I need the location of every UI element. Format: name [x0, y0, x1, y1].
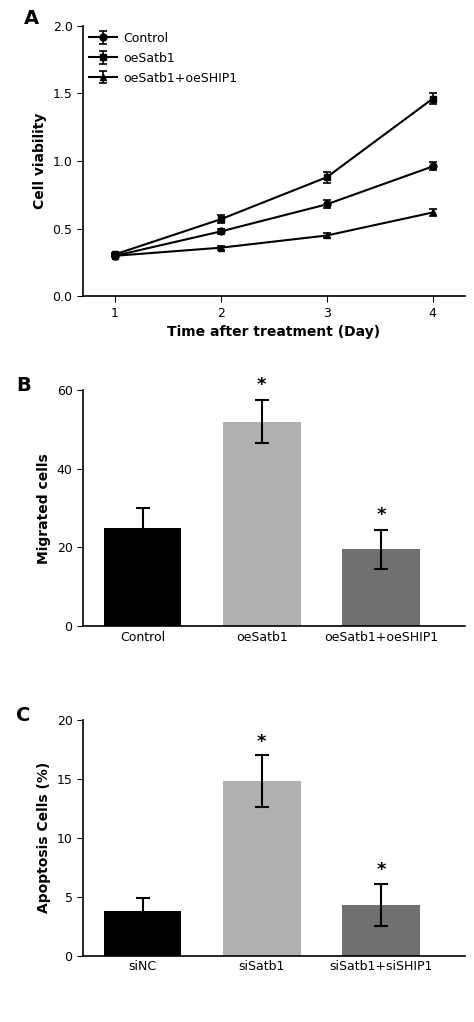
Text: *: *: [376, 861, 386, 879]
Bar: [104, 911, 182, 956]
Legend: Control, oeSatb1, oeSatb1+oeSHIP1: Control, oeSatb1, oeSatb1+oeSHIP1: [87, 30, 239, 87]
Bar: [342, 904, 420, 956]
Text: *: *: [257, 733, 266, 750]
Text: C: C: [16, 706, 30, 725]
Y-axis label: Apoptosis Cells (%): Apoptosis Cells (%): [37, 762, 51, 914]
Bar: [342, 550, 420, 626]
Text: *: *: [376, 506, 386, 524]
X-axis label: Time after treatment (Day): Time after treatment (Day): [167, 325, 380, 339]
Text: A: A: [24, 9, 39, 29]
Y-axis label: Migrated cells: Migrated cells: [37, 453, 51, 563]
Bar: [104, 527, 182, 626]
Bar: [223, 422, 301, 626]
Y-axis label: Cell viability: Cell viability: [33, 112, 47, 210]
Text: B: B: [16, 376, 31, 396]
Bar: [223, 781, 301, 956]
Text: *: *: [257, 376, 266, 394]
